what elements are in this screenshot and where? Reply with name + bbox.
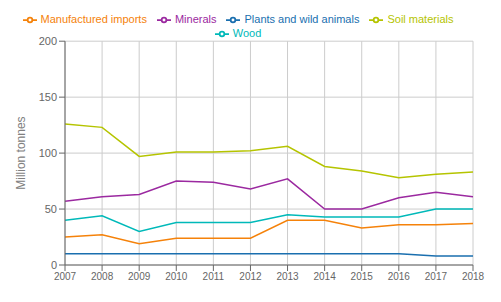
- svg-text:200: 200: [39, 35, 57, 47]
- svg-text:2014: 2014: [314, 271, 337, 282]
- html-text:Soil materials: Soil materials: [387, 13, 454, 25]
- svg-text:2013: 2013: [276, 271, 299, 282]
- svg-text:100: 100: [39, 147, 57, 159]
- svg-text:150: 150: [39, 91, 57, 103]
- svg-text:2011: 2011: [203, 271, 225, 282]
- html-text:Minerals: Minerals: [174, 13, 217, 25]
- svg-text:2016: 2016: [388, 271, 411, 282]
- svg-text:2007: 2007: [54, 271, 77, 282]
- svg-text:50: 50: [45, 203, 57, 215]
- html-text:Wood: Wood: [232, 27, 262, 40]
- svg-text:2017: 2017: [425, 271, 448, 282]
- svg-text:2009: 2009: [128, 271, 151, 282]
- svg-text:2018: 2018: [462, 271, 485, 282]
- svg-text:2008: 2008: [91, 271, 114, 282]
- svg-text:2015: 2015: [351, 271, 374, 282]
- svg-text:2010: 2010: [165, 271, 188, 282]
- svg-text:Million tonnes: Million tonnes: [14, 116, 28, 189]
- svg-text:2012: 2012: [239, 271, 262, 282]
- html-text:Plants and wild animals: Plants and wild animals: [244, 13, 360, 25]
- html-text:Manufactured imports: Manufactured imports: [40, 13, 147, 25]
- svg-text:0: 0: [51, 259, 57, 271]
